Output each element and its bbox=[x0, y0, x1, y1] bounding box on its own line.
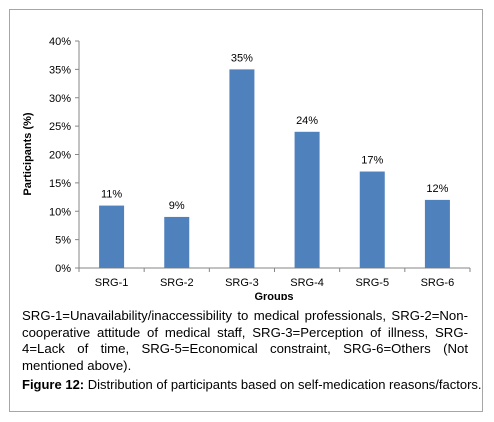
bar-srg-5 bbox=[359, 171, 385, 268]
figure-caption: Figure 12: Distribution of participants … bbox=[22, 377, 482, 393]
bar-srg-2 bbox=[164, 216, 190, 268]
y-tick-label: 30% bbox=[49, 93, 71, 105]
y-axis-ticks: 0% 5% 10% 15% 20% 25% 30% 35% 40% bbox=[49, 36, 79, 275]
y-tick-label: 20% bbox=[49, 150, 71, 162]
x-tick-label-srg-5: SRG-5 bbox=[355, 277, 389, 289]
y-tick-label: 5% bbox=[55, 235, 71, 247]
data-label-srg-4: 24% bbox=[296, 115, 318, 127]
bars bbox=[99, 69, 450, 268]
bar-srg-4 bbox=[294, 131, 320, 268]
x-tick-label-srg-2: SRG-2 bbox=[160, 277, 194, 289]
y-tick-label: 35% bbox=[49, 64, 71, 76]
x-tick-label-srg-3: SRG-3 bbox=[225, 277, 259, 289]
x-tick-label-srg-1: SRG-1 bbox=[95, 277, 129, 289]
y-tick-label: 15% bbox=[49, 178, 71, 190]
data-label-srg-3: 35% bbox=[231, 52, 253, 64]
figure-caption-text: Distribution of participants based on se… bbox=[84, 377, 482, 392]
x-axis-title: Groups bbox=[254, 291, 293, 300]
data-label-srg-1: 11% bbox=[101, 189, 122, 201]
bar-srg-1 bbox=[99, 205, 125, 268]
data-label-srg-6: 12% bbox=[426, 183, 448, 195]
bar-chart: 0% 5% 10% 15% 20% 25% 30% 35% 40% 11% 9% 35% 24% 17%… bbox=[22, 36, 471, 300]
y-tick-label: 10% bbox=[49, 206, 71, 218]
figure-caption-label: Figure 12: bbox=[22, 377, 85, 392]
x-axis-ticks: SRG-1 SRG-2 SRG-3 SRG-4 SRG-5 SRG-6 bbox=[78, 268, 471, 289]
data-labels: 11% 9% 35% 24% 17% 12% bbox=[101, 52, 449, 212]
x-tick-label-srg-6: SRG-6 bbox=[421, 277, 455, 289]
y-tick-label: 25% bbox=[49, 121, 71, 133]
bar-srg-6 bbox=[424, 199, 450, 268]
y-tick-label: 0% bbox=[55, 263, 71, 275]
data-label-srg-2: 9% bbox=[169, 200, 185, 212]
y-axis-title: Participants (%) bbox=[22, 112, 34, 195]
group-legend-text: SRG-1=Unavailability/inaccessibility to … bbox=[22, 308, 468, 373]
bar-srg-3 bbox=[229, 69, 255, 268]
data-label-srg-5: 17% bbox=[361, 155, 383, 167]
y-tick-label: 40% bbox=[49, 36, 71, 48]
x-tick-label-srg-4: SRG-4 bbox=[290, 277, 324, 289]
